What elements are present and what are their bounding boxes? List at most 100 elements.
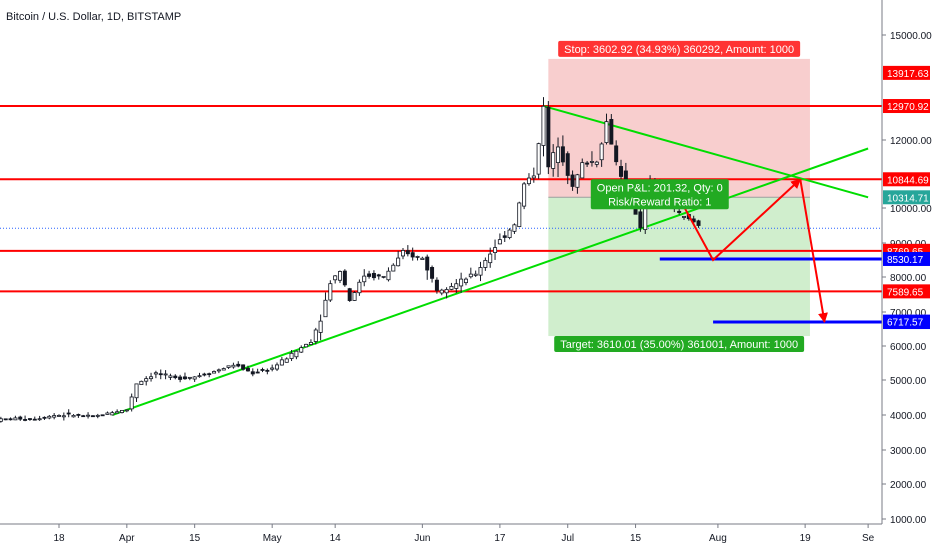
candle-body bbox=[236, 363, 241, 367]
candle bbox=[173, 374, 178, 380]
candle-body bbox=[502, 235, 507, 238]
price-axis[interactable]: 1000.00 2000.00 3000.00 4000.00 5000.00 6000.… bbox=[881, 0, 932, 526]
candle-body bbox=[13, 417, 18, 421]
time-tick-label: 15 bbox=[630, 533, 642, 544]
candle bbox=[522, 181, 527, 210]
candle bbox=[250, 368, 255, 377]
candle-body bbox=[289, 352, 294, 359]
candle bbox=[512, 223, 517, 234]
candle-body bbox=[207, 373, 212, 376]
candle bbox=[182, 372, 187, 380]
candle bbox=[580, 158, 585, 179]
projection-arrow bbox=[678, 178, 802, 262]
candle-body bbox=[158, 373, 163, 376]
candle-body bbox=[284, 358, 289, 363]
candle bbox=[570, 170, 575, 191]
candle-body bbox=[18, 416, 23, 420]
pnl-label: Open P&L: 201.32, Qty: 0 Risk/Reward Rat… bbox=[590, 179, 729, 210]
candle-body bbox=[245, 367, 250, 372]
time-axis[interactable]: 18 Apr 15 May 14 Jun 17 Jul 15 Aug 19 Se bbox=[0, 523, 882, 544]
candle-body bbox=[507, 229, 512, 239]
candle bbox=[8, 417, 13, 421]
candle bbox=[105, 411, 110, 415]
candle-body bbox=[115, 411, 120, 414]
candle bbox=[367, 270, 372, 279]
candle bbox=[61, 412, 66, 421]
candle-body bbox=[202, 373, 207, 376]
resistance-axis-label-text: 7589.65 bbox=[887, 287, 924, 298]
candle bbox=[255, 368, 260, 374]
candle-body bbox=[42, 416, 47, 419]
candle bbox=[260, 367, 265, 373]
candle-body bbox=[173, 375, 178, 379]
candle bbox=[604, 113, 609, 145]
candle bbox=[71, 414, 76, 418]
candle-body bbox=[391, 264, 396, 272]
stop-label-box bbox=[558, 40, 801, 57]
candle bbox=[541, 97, 546, 157]
candle bbox=[42, 416, 47, 420]
target-label-text: Target: 3610.01 (35.00%) 361001, Amount:… bbox=[560, 339, 798, 351]
candle bbox=[449, 282, 454, 291]
candle-body bbox=[444, 289, 449, 294]
candle-body bbox=[47, 415, 52, 419]
candle-body bbox=[682, 216, 687, 218]
candle-body bbox=[95, 414, 100, 417]
candle bbox=[342, 269, 347, 287]
candle-body bbox=[565, 153, 570, 176]
candle bbox=[313, 327, 318, 345]
candle-body bbox=[124, 409, 129, 412]
price-tick-label: 4000.00 bbox=[890, 411, 927, 422]
candle bbox=[430, 265, 435, 283]
candle-body bbox=[57, 415, 62, 417]
candle bbox=[614, 140, 619, 166]
candle bbox=[57, 414, 62, 417]
candle bbox=[526, 173, 531, 186]
candle bbox=[478, 261, 483, 282]
candle-body bbox=[163, 373, 168, 376]
candle-body bbox=[119, 409, 124, 413]
candle bbox=[308, 339, 313, 346]
candle bbox=[575, 173, 580, 194]
stop-zone bbox=[548, 58, 810, 198]
candle-body bbox=[3, 418, 8, 421]
time-tick-label: 15 bbox=[189, 533, 201, 544]
time-tick-label: Se bbox=[862, 533, 875, 544]
candle-body bbox=[415, 256, 420, 258]
candle-body bbox=[299, 347, 304, 353]
price-tick-label: 2000.00 bbox=[890, 480, 927, 491]
candle bbox=[434, 277, 439, 294]
time-tick-label: Jul bbox=[561, 533, 574, 544]
candle bbox=[100, 414, 105, 417]
candle bbox=[517, 201, 522, 228]
candles bbox=[0, 97, 701, 423]
candle-body bbox=[226, 365, 231, 368]
candle bbox=[265, 368, 270, 375]
candle-body bbox=[241, 364, 246, 370]
candle bbox=[565, 151, 570, 185]
candle bbox=[197, 372, 202, 378]
candle bbox=[294, 350, 299, 360]
candle bbox=[599, 142, 604, 167]
candle-body bbox=[308, 342, 313, 345]
price-axis-label-box bbox=[883, 65, 930, 80]
candle bbox=[279, 356, 284, 366]
stop-label-text: Stop: 3602.92 (34.93%) 360292, Amount: 1… bbox=[564, 44, 794, 56]
candle-body bbox=[90, 415, 95, 418]
price-tick-label: 8000.00 bbox=[890, 273, 927, 284]
candle bbox=[216, 368, 221, 374]
candle-body bbox=[357, 281, 362, 294]
candle bbox=[202, 372, 207, 377]
candle bbox=[13, 415, 18, 421]
candle bbox=[362, 269, 367, 287]
resistance-axis-label-text: 10844.69 bbox=[887, 175, 929, 186]
candle bbox=[304, 343, 309, 348]
candle bbox=[405, 245, 410, 257]
candle bbox=[52, 413, 57, 420]
candle bbox=[459, 272, 464, 293]
candle-body bbox=[638, 211, 643, 229]
candle-body bbox=[454, 283, 459, 289]
candle-body bbox=[304, 343, 309, 348]
candle bbox=[270, 364, 275, 372]
